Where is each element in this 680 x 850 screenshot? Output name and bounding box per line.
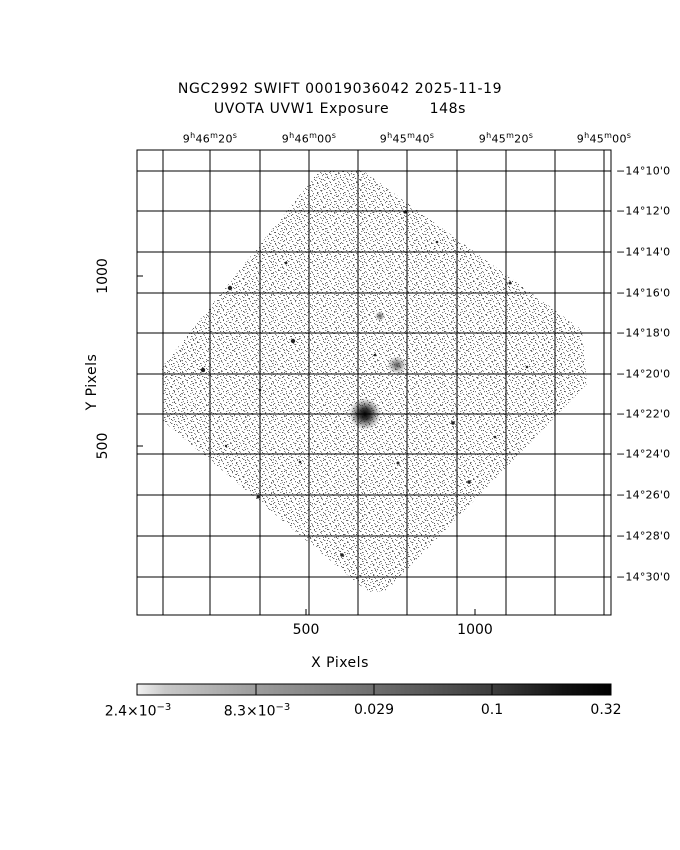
dec-tick-label: −14°18'0 [616,326,671,340]
dec-tick-label: −14°22'0 [616,407,671,421]
dec-tick-label: −14°24'0 [616,447,671,461]
dec-tick-label: −14°14'0 [616,245,671,259]
ra-tick-label: 9h46m20s [182,131,238,146]
dec-tick-label: −14°30'0 [616,570,671,584]
ra-tick-label: 9h45m40s [379,131,435,146]
exposure-footprint [162,170,587,592]
image-title-line1: NGC2992 SWIFT 00019036042 2025-11-19 [177,81,503,97]
image-title-line2: UVOTA UVW1 Exposure 148s [213,101,467,117]
point-sources [200,210,529,557]
pixel-axis-ticks [137,275,476,615]
x-axis-label: X Pixels [311,655,369,671]
x-tick-label: 500 [292,622,320,638]
colorbar-label: 8.3×10−3 [223,702,291,720]
dec-tick-label: −14°10'0 [616,164,671,178]
dec-tick-label: −14°28'0 [616,529,671,543]
ra-tick-label: 9h46m00s [281,131,337,146]
coordinate-grid [137,150,611,615]
x-tick-label: 1000 [457,622,493,638]
colorbar-label: 0.32 [590,702,622,718]
ra-tick-label: 9h45m00s [576,131,632,146]
plot-frame [136,149,612,616]
dec-tick-label: −14°12'0 [616,204,671,218]
dec-tick-label: −14°16'0 [616,286,671,300]
companion-galaxy [387,356,407,374]
colorbar-label: 2.4×10−3 [104,702,172,720]
ra-tick-label: 9h45m20s [478,131,534,146]
dec-tick-label: −14°26'0 [616,488,671,502]
colorbar-label: 0.1 [480,702,504,718]
colorbar-label: 0.029 [353,702,395,718]
colorbar [136,683,612,696]
dec-tick-label: −14°20'0 [616,367,671,381]
